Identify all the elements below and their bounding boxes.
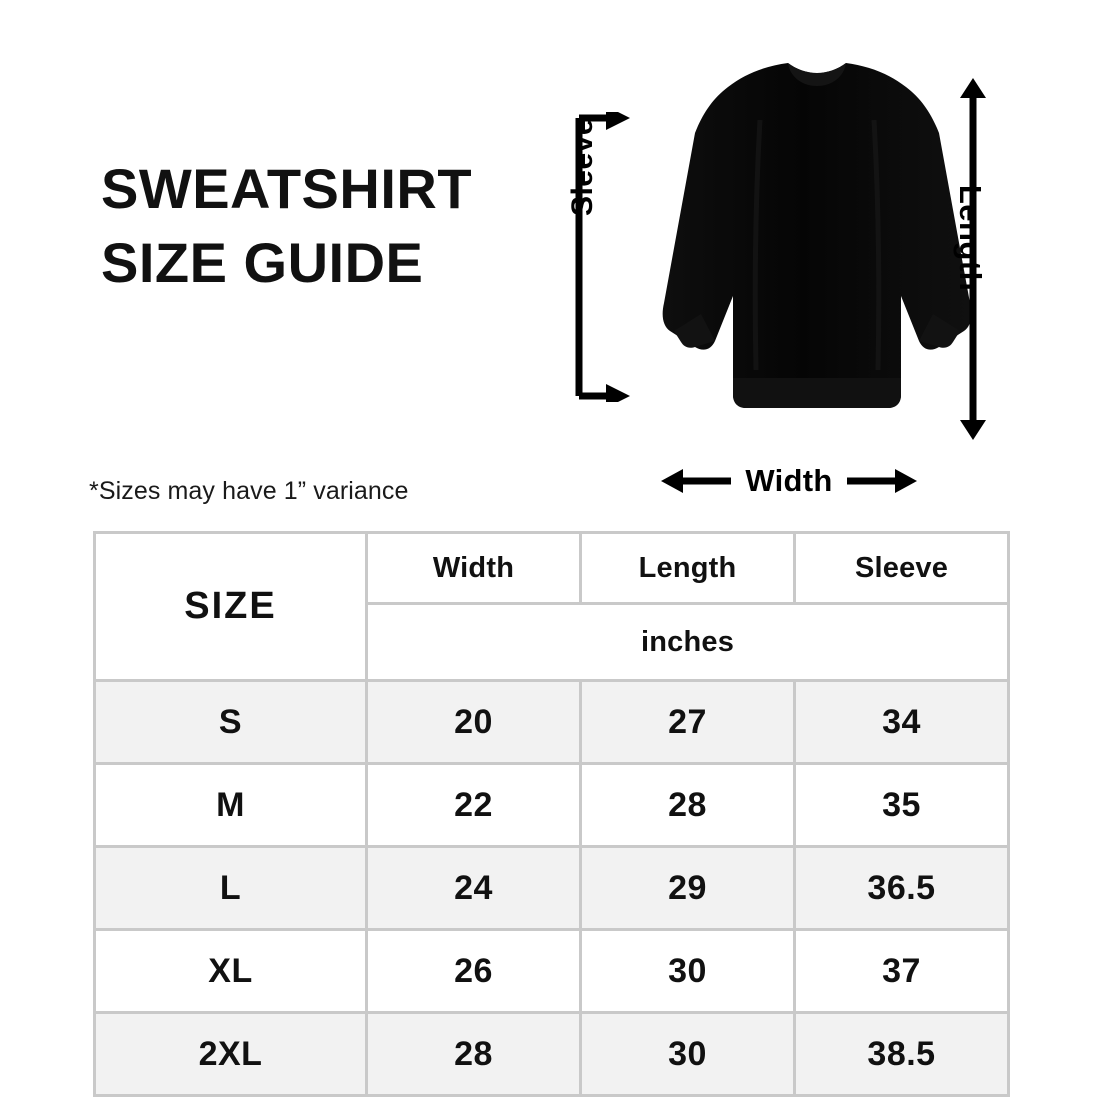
table-header-row-metrics: SIZE Width Length Sleeve xyxy=(93,531,1010,682)
cell-width: 26 xyxy=(365,928,582,1014)
cell-length: 28 xyxy=(579,762,796,848)
cell-width: 20 xyxy=(365,679,582,765)
table-row: L 24 29 36.5 xyxy=(93,845,1010,931)
header-sleeve: Sleeve xyxy=(793,531,1010,605)
width-measurement-label: Width xyxy=(745,463,833,498)
table-row: S 20 27 34 xyxy=(93,679,1010,765)
cell-sleeve: 35 xyxy=(793,762,1010,848)
cell-width: 24 xyxy=(365,845,582,931)
cell-length: 29 xyxy=(579,845,796,931)
cell-sleeve: 36.5 xyxy=(793,845,1010,931)
header-units: inches xyxy=(365,602,1010,682)
title-line-1: SWEATSHIRT xyxy=(101,157,473,220)
cell-width: 28 xyxy=(365,1011,582,1097)
cell-size: M xyxy=(93,762,368,848)
cell-length: 27 xyxy=(579,679,796,765)
sleeve-measurement-arrow xyxy=(575,112,630,402)
table-row: M 22 28 35 xyxy=(93,762,1010,848)
cell-size: S xyxy=(93,679,368,765)
cell-sleeve: 34 xyxy=(793,679,1010,765)
length-measurement-label: Length xyxy=(953,184,988,292)
variance-disclaimer: *Sizes may have 1” variance xyxy=(89,477,409,505)
cell-sleeve: 37 xyxy=(793,928,1010,1014)
table-header-row-units: inches xyxy=(95,602,1010,682)
cell-length: 30 xyxy=(579,1011,796,1097)
page-title: SWEATSHIRT SIZE GUIDE xyxy=(101,152,571,301)
table-row: XL 26 30 37 xyxy=(93,928,1010,1014)
sweatshirt-icon xyxy=(662,63,972,408)
cell-sleeve: 38.5 xyxy=(793,1011,1010,1097)
header-size: SIZE xyxy=(93,531,368,682)
header-width: Width xyxy=(365,531,582,605)
title-line-2: SIZE GUIDE xyxy=(101,231,424,295)
size-chart-table: SIZE Width Length Sleeve inches S 20 27 … xyxy=(93,531,1010,1097)
length-measurement-arrow xyxy=(960,78,986,440)
sleeve-measurement-label: Sleeve xyxy=(566,117,599,217)
table-row: 2XL 28 30 38.5 xyxy=(93,1011,1010,1097)
header-length: Length xyxy=(579,531,796,605)
cell-size: 2XL xyxy=(93,1011,368,1097)
arrow-left-icon xyxy=(661,469,732,493)
garment-illustration: Sleeve Length Width xyxy=(560,60,1030,510)
width-measurement-group: Width xyxy=(654,458,924,504)
cell-width: 22 xyxy=(365,762,582,848)
arrow-right-icon xyxy=(846,469,917,493)
cell-size: L xyxy=(93,845,368,931)
cell-length: 30 xyxy=(579,928,796,1014)
cell-size: XL xyxy=(93,928,368,1014)
